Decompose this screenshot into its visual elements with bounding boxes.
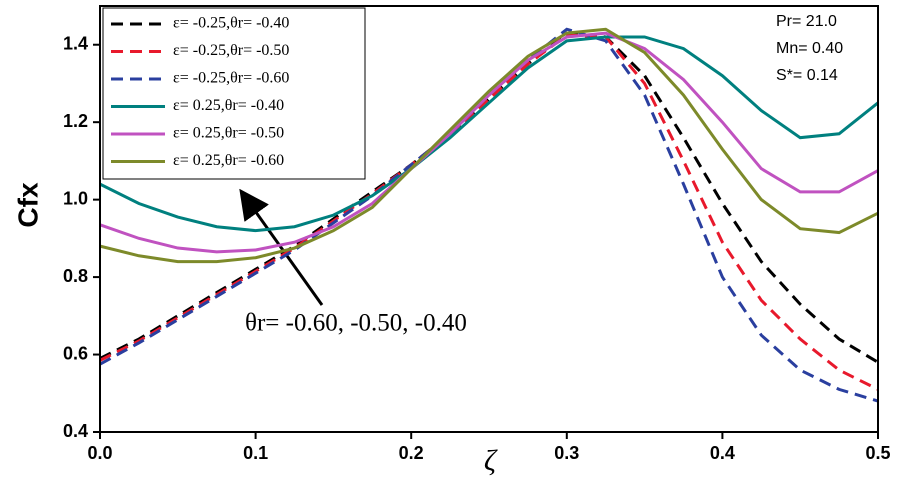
y-tick-label: 1.2 <box>63 111 88 131</box>
y-tick-label: 1.4 <box>63 33 88 53</box>
parameter: Pr= 21.0 <box>776 13 837 30</box>
plot-frame <box>99 5 879 433</box>
legend-label: ε= 0.25,θr= -0.60 <box>173 152 284 169</box>
y-tick-label: 0.8 <box>63 266 88 286</box>
series-line <box>99 33 879 391</box>
legend-label: ε= -0.25,θr= -0.50 <box>173 42 289 59</box>
parameter: Mn= 0.40 <box>776 40 843 57</box>
y-tick-label: 0.4 <box>63 421 88 441</box>
series-line <box>99 31 879 254</box>
series-line <box>99 27 879 264</box>
legend-label: ε= 0.25,θr= -0.40 <box>173 97 284 114</box>
x-tick-label: 0.4 <box>710 443 735 463</box>
legend-label: ε= -0.25,θr= -0.60 <box>173 70 289 87</box>
y-tick-label: 0.6 <box>63 343 88 363</box>
series-line <box>99 35 879 233</box>
x-tick-label: 0.5 <box>865 443 890 463</box>
legend-label: ε= 0.25,θr= -0.50 <box>173 125 284 142</box>
x-tick-label: 0.0 <box>87 443 112 463</box>
x-tick-label: 0.3 <box>554 443 579 463</box>
x-tick-label: 0.1 <box>243 443 268 463</box>
annotation: θr= -0.60, -0.50, -0.40 <box>245 310 467 337</box>
y-tick-label: 1.0 <box>63 188 88 208</box>
x-axis-label: ζ <box>484 444 498 477</box>
legend-label: ε= -0.25,θr= -0.40 <box>173 15 289 32</box>
y-axis-label: Cfx <box>12 182 43 228</box>
parameter: S*= 0.14 <box>776 67 838 84</box>
x-tick-label: 0.2 <box>399 443 424 463</box>
series-line <box>99 31 879 364</box>
legend-box <box>102 7 366 180</box>
